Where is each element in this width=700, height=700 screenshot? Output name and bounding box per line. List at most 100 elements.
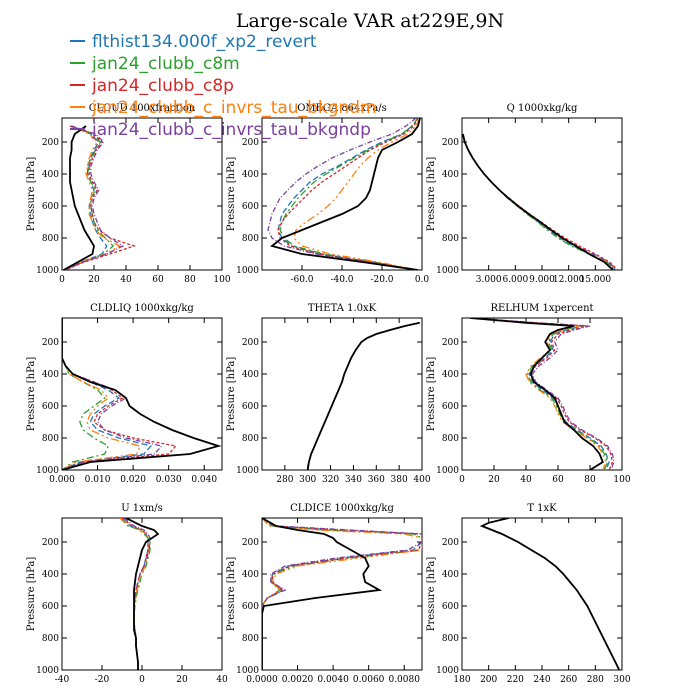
x-tick-label: 80 <box>184 275 196 285</box>
y-tick-label: 400 <box>42 570 59 580</box>
x-tick-label: 220 <box>507 675 524 685</box>
y-tick-label: 600 <box>442 202 459 212</box>
x-tick-label: 180 <box>453 675 470 685</box>
series-lines <box>63 125 137 270</box>
panel-4: THETA 1.0xK Pressure [hPa] 200 400 600 800 100… <box>226 303 431 485</box>
x-tick-label: 6.000 <box>502 275 528 285</box>
reference-line <box>479 518 621 670</box>
legend-entry-4: jan24_clubb_c_invrs_tau_bkgndp <box>91 120 371 140</box>
panel-title: T 1xK <box>527 503 557 514</box>
y-axis-label: Pressure [hPa] <box>226 157 237 232</box>
series-lines <box>306 321 420 470</box>
y-tick-label: 800 <box>442 234 459 244</box>
y-axis-label: Pressure [hPa] <box>26 557 37 632</box>
series-line-2 <box>480 518 620 670</box>
y-tick-label: 400 <box>442 570 459 580</box>
y-tick-label: 200 <box>42 538 59 548</box>
y-tick-label: 400 <box>42 170 59 180</box>
series-lines <box>119 518 160 670</box>
x-tick-label: 80 <box>584 475 596 485</box>
x-tick-label: 0.040 <box>191 475 217 485</box>
y-tick-label: 400 <box>242 170 259 180</box>
series-lines <box>62 318 222 470</box>
series-line-2 <box>277 118 419 270</box>
series-lines <box>267 118 421 270</box>
x-tick-label: 280 <box>276 475 293 485</box>
y-tick-label: 1000 <box>36 266 59 276</box>
x-tick-label: 0.000 <box>49 475 75 485</box>
x-tick-label: 40 <box>520 475 532 485</box>
legend: flthist134.000f_xp2_revertjan24_clubb_c8… <box>70 32 377 140</box>
figure-title: Large-scale VAR at229E,9N <box>236 10 504 32</box>
x-tick-label: 0.020 <box>120 475 146 485</box>
plot-frame <box>261 517 423 671</box>
panel-title: U 1xm/s <box>121 503 163 514</box>
series-line-4 <box>480 518 620 670</box>
series-line-2 <box>64 125 137 270</box>
series-line-4 <box>469 318 615 470</box>
y-axis-label: Pressure [hPa] <box>226 557 237 632</box>
y-axis-label: Pressure [hPa] <box>226 357 237 432</box>
series-lines <box>262 518 422 670</box>
x-tick-label: 300 <box>299 475 316 485</box>
x-tick-label: 380 <box>391 475 408 485</box>
legend-entry-2: jan24_clubb_c8p <box>91 76 234 96</box>
y-tick-label: 400 <box>442 370 459 380</box>
x-tick-label: 400 <box>413 475 430 485</box>
y-tick-label: 600 <box>442 402 459 412</box>
x-tick-label: 0.0020 <box>282 675 314 685</box>
x-tick-label: 320 <box>322 475 339 485</box>
series-line-0 <box>62 318 153 470</box>
panel-3: CLDLIQ 1000xkg/kg Pressure [hPa] 200 400 600… <box>26 303 223 485</box>
y-tick-label: 800 <box>42 434 59 444</box>
y-tick-label: 1000 <box>436 266 459 276</box>
x-tick-label: 0.030 <box>156 475 182 485</box>
series-line-3 <box>307 322 420 470</box>
x-tick-label: -40 <box>55 675 70 685</box>
panel-title: OMEGA 864xPa/s <box>297 103 387 114</box>
y-tick-label: 600 <box>42 402 59 412</box>
x-tick-label: 0.0040 <box>317 675 349 685</box>
y-tick-label: 200 <box>442 538 459 548</box>
panel-2: Q 1000xkg/kg Pressure [hPa] 200 400 600 800 10… <box>426 103 623 285</box>
panel-title: CLDLIQ 1000xkg/kg <box>90 303 194 314</box>
legend-entry-3: jan24_clubb_c_invrs_tau_bkgndm <box>91 98 377 118</box>
plot-frame <box>61 517 223 671</box>
x-tick-label: 20 <box>488 475 500 485</box>
x-tick-label: -60.0 <box>290 275 313 285</box>
reference-line <box>262 518 383 670</box>
plot-frame <box>261 117 423 271</box>
x-tick-label: 0 <box>139 675 145 685</box>
x-tick-label: 3.000 <box>476 275 502 285</box>
x-tick-label: 100 <box>613 475 630 485</box>
y-axis-label: Pressure [hPa] <box>426 157 437 232</box>
series-line-0 <box>462 133 617 270</box>
x-tick-label: -20.0 <box>370 275 393 285</box>
series-line-1 <box>62 318 110 470</box>
series-line-3 <box>64 125 121 270</box>
plot-frame <box>61 117 223 271</box>
reference-line <box>462 133 614 270</box>
y-axis-label: Pressure [hPa] <box>26 157 37 232</box>
reference-line <box>62 318 222 470</box>
y-tick-label: 1000 <box>236 266 259 276</box>
y-tick-label: 800 <box>42 234 59 244</box>
y-tick-label: 800 <box>242 434 259 444</box>
reference-line <box>306 321 420 470</box>
panel-title: THETA 1.0xK <box>308 303 377 314</box>
series-line-0 <box>469 318 610 470</box>
x-tick-label: 280 <box>587 675 604 685</box>
legend-entry-1: jan24_clubb_c8m <box>91 54 240 74</box>
y-tick-label: 1000 <box>436 466 459 476</box>
plot-frame <box>461 517 623 671</box>
x-tick-label: 200 <box>480 675 497 685</box>
x-tick-label: 20 <box>88 275 100 285</box>
series-line-2 <box>462 133 619 270</box>
x-tick-label: 9.000 <box>529 275 555 285</box>
series-line-4 <box>262 518 422 670</box>
x-tick-label: -40.0 <box>330 275 353 285</box>
